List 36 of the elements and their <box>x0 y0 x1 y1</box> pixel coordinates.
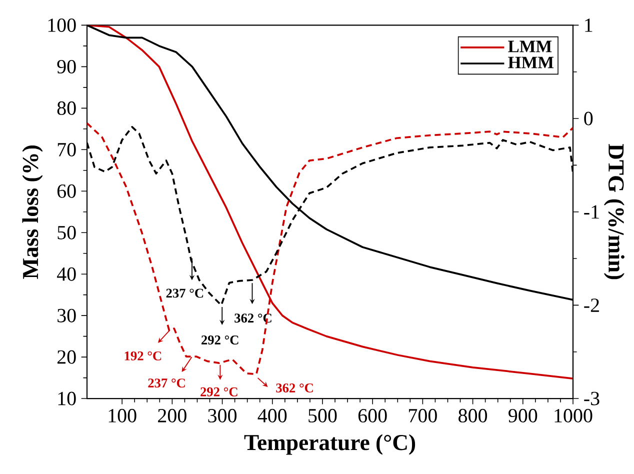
y-tick-label: 20 <box>57 350 76 364</box>
x-tick-label: 500 <box>308 408 337 422</box>
y2-tick-label: -3 <box>584 392 600 406</box>
x-tick-label: 900 <box>508 408 538 422</box>
y2-tick-label: 1 <box>585 18 592 32</box>
legend-label: HMM <box>508 56 554 68</box>
y2-tick-label: -2 <box>584 298 599 312</box>
y2-tick-label: -1 <box>584 205 599 218</box>
x-axis-title: Temperature (°C) <box>244 434 416 455</box>
y-tick-label: 40 <box>56 267 76 281</box>
y-tick-label: 10 <box>58 392 76 406</box>
annotation: 192 °C <box>124 351 162 360</box>
y-tick-label: 30 <box>58 308 76 322</box>
x-tick-label: 1000 <box>554 408 592 422</box>
y2-axis-title: DTG (%/min) <box>604 144 624 280</box>
legend-label: LMM <box>508 40 552 52</box>
y-tick-label: 90 <box>57 60 76 74</box>
y-tick-label: 100 <box>48 18 76 32</box>
y2-tick-label: 0 <box>584 112 593 126</box>
annotation: 237 °C <box>166 288 204 298</box>
x-tick-label: 100 <box>108 408 136 422</box>
y-tick-label: 70 <box>58 142 76 156</box>
y-tick-label: 80 <box>57 101 76 115</box>
x-tick-label: 800 <box>458 408 488 422</box>
y-tick-label: 60 <box>57 184 76 198</box>
annotation: 292 °C <box>200 387 238 396</box>
x-tick-label: 400 <box>258 408 287 422</box>
x-tick-label: 300 <box>208 408 237 422</box>
y-tick-label: 50 <box>58 226 76 240</box>
x-tick-label: 200 <box>158 408 186 422</box>
x-tick-label: 700 <box>409 408 437 422</box>
annotation: 237 °C <box>148 378 185 388</box>
annotation: 292 °C <box>202 335 238 344</box>
y-axis-title: Mass loss (%) <box>22 146 43 279</box>
annotation: 362 °C <box>276 383 313 392</box>
x-tick-label: 600 <box>358 408 387 422</box>
